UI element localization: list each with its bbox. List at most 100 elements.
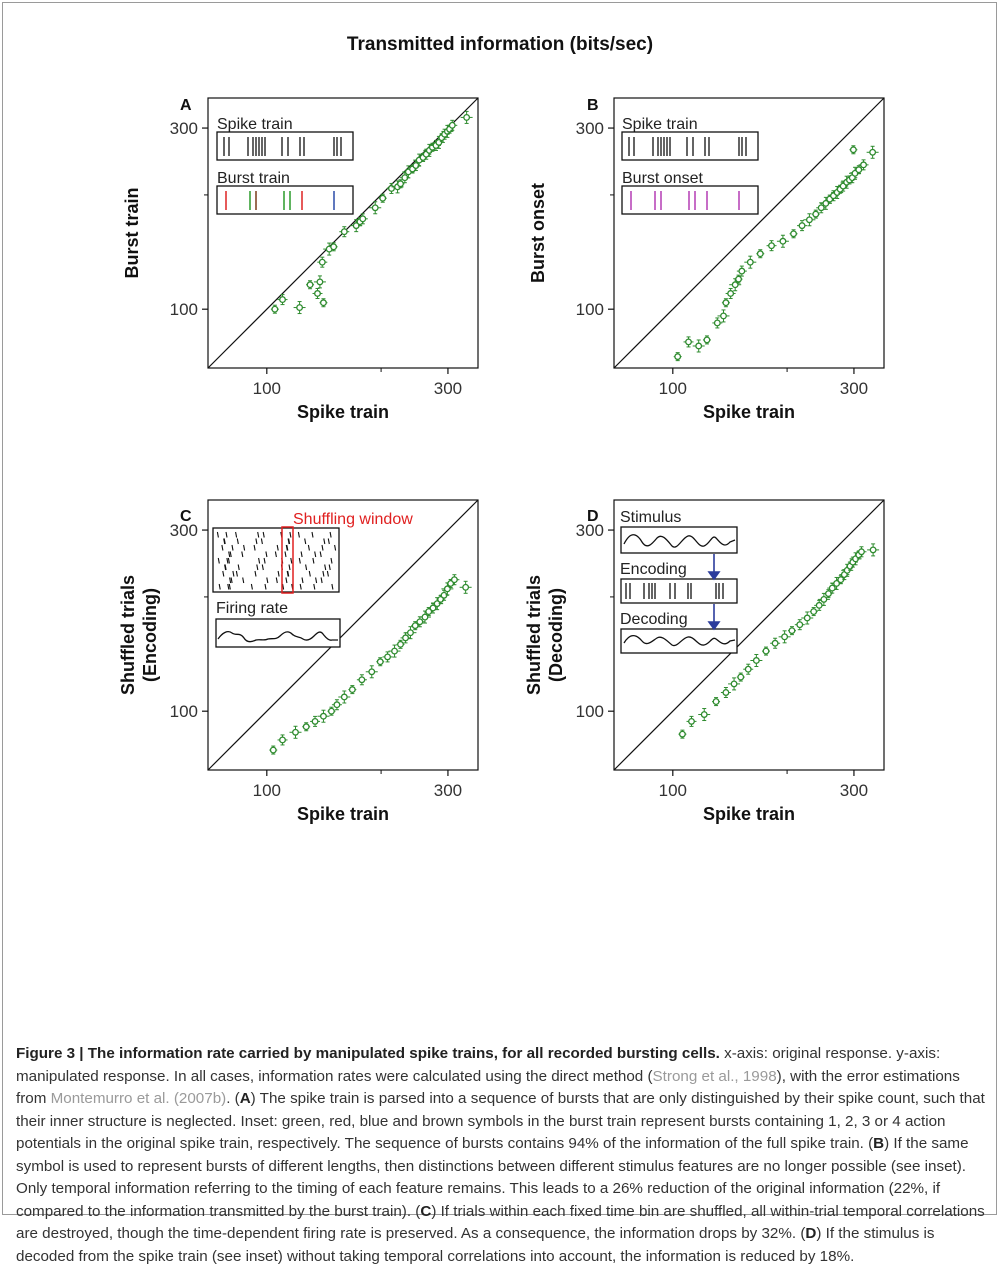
data-point (369, 201, 382, 215)
data-point (365, 665, 378, 679)
data-point (396, 179, 405, 189)
raster-tick (227, 557, 230, 564)
data-point (459, 580, 472, 594)
data-point (778, 630, 791, 644)
inset-d-decoding-box (620, 628, 738, 654)
data-point (338, 690, 351, 704)
data-point (269, 745, 278, 755)
inset-b-spike-box (621, 131, 759, 161)
data-point (331, 699, 342, 711)
data-point (317, 256, 328, 268)
caption-ref-montemurro[interactable]: Montemurro et al. (2007b) (50, 1090, 227, 1107)
raster-tick (313, 583, 316, 590)
x-tick-label: 300 (434, 379, 462, 398)
figure-title: Transmitted information (bits/sec) (347, 34, 653, 55)
raster-tick (217, 557, 220, 564)
data-point (809, 607, 818, 617)
y-tick-label: 300 (170, 521, 198, 540)
raster-tick (328, 564, 331, 571)
data-point (817, 592, 830, 606)
data-point (743, 663, 754, 675)
inset-b-onsets (630, 191, 740, 210)
caption-title: Figure 3 | The information rate carried … (16, 1045, 720, 1062)
raster-tick (255, 538, 258, 545)
raster-tick (275, 577, 278, 584)
data-point (683, 336, 694, 348)
panel-letter-c: C (180, 508, 192, 525)
data-point (427, 602, 438, 614)
data-point (339, 226, 350, 238)
caption-letter-a: A (239, 1090, 251, 1107)
x-tick-label: 100 (253, 781, 281, 800)
data-point (827, 582, 838, 594)
x-axis-label: Spike train (703, 804, 795, 824)
raster-tick (299, 583, 302, 590)
y-axis-label: Shuffled trials (Encoding) (118, 575, 160, 695)
raster-tick (221, 544, 224, 551)
caption-letter-d: D (805, 1225, 817, 1242)
data-point (378, 193, 387, 203)
raster-tick (218, 583, 221, 590)
inset-d-stimulus-trace (623, 534, 736, 548)
data-point (816, 202, 827, 214)
inset-d-encoding-box (620, 578, 738, 604)
inset-a-label-2: Burst train (217, 170, 290, 187)
raster-tick (229, 551, 232, 558)
data-point (750, 653, 763, 667)
data-point (866, 145, 879, 159)
data-point (838, 180, 849, 192)
raster-tick (250, 583, 253, 590)
raster-tick (305, 564, 308, 571)
data-point (762, 646, 771, 656)
data-point (400, 632, 411, 644)
shuffling-window-marker (281, 526, 294, 594)
x-tick-label: 100 (659, 781, 687, 800)
raster-tick (261, 564, 264, 571)
panel-letter-b: B (587, 97, 599, 114)
data-point (721, 298, 730, 308)
data-point (849, 145, 858, 155)
data-point (460, 110, 473, 124)
data-point (317, 709, 330, 723)
y-axis-label: Burst train (122, 187, 142, 278)
data-point (302, 722, 311, 732)
inset-c-rate-trace (217, 631, 338, 643)
data-point (734, 274, 743, 284)
raster-tick (297, 531, 300, 538)
data-point (404, 626, 417, 640)
raster-tick (326, 570, 329, 577)
y-tick-label: 300 (576, 119, 604, 138)
caption-ref-strong[interactable]: Strong et al., 1998 (652, 1067, 777, 1085)
raster-tick (308, 570, 311, 577)
inset-a-label-1: Spike train (217, 116, 293, 133)
raster-tick (276, 544, 279, 551)
x-axis-label: Spike train (703, 402, 795, 422)
identity-line (613, 97, 885, 369)
data-point (447, 119, 458, 131)
raster-tick (253, 544, 256, 551)
caption-text-3: . ( (226, 1090, 240, 1107)
raster-tick (254, 570, 257, 577)
inset-b-onset-box (621, 185, 759, 215)
y-tick-label: 300 (170, 119, 198, 138)
raster-tick (324, 564, 327, 571)
data-point (277, 734, 288, 746)
raster-tick (216, 531, 219, 538)
raster-tick (315, 577, 318, 584)
data-point (386, 182, 397, 194)
raster-tick (229, 577, 232, 584)
y-tick-label: 100 (576, 300, 604, 319)
raster-tick (327, 538, 330, 545)
data-point (794, 619, 805, 631)
panel-d: D 100 100 300 300 Spike train Shuffled trials… (524, 499, 885, 824)
y-tick-label: 100 (170, 702, 198, 721)
x-tick-label: 300 (840, 781, 868, 800)
data-point (797, 220, 808, 232)
raster-tick (320, 577, 323, 584)
raster-tick (312, 557, 315, 564)
raster-tick (282, 583, 285, 590)
raster-tick (311, 531, 314, 538)
raster-tick (262, 531, 265, 538)
data-point (678, 729, 687, 739)
x-axis-label: Spike train (297, 804, 389, 824)
